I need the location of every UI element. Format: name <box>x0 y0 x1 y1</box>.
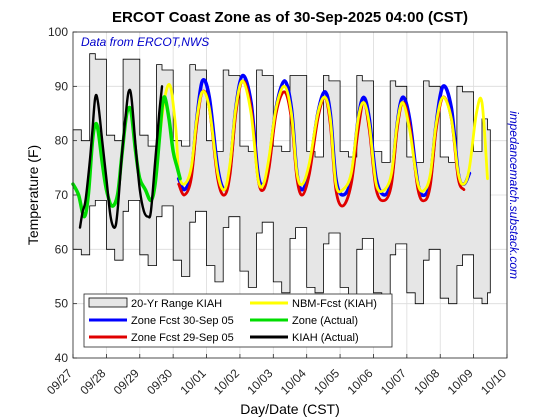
range-layer <box>72 53 491 305</box>
y-axis-label: Temperature (F) <box>25 145 41 245</box>
series-line-nbm-fcst <box>152 79 489 197</box>
y-tick-label: 70 <box>55 188 69 202</box>
y-tick-label: 80 <box>55 134 69 148</box>
chart-title: ERCOT Coast Zone as of 30-Sep-2025 04:00… <box>112 9 468 26</box>
x-axis-label: Day/Date (CST) <box>240 401 340 417</box>
y-axis: 40 50 60 70 80 90 100 <box>48 25 77 365</box>
legend: 20-Yr Range KIAH Zone Fcst 30-Sep 05 Zon… <box>83 293 393 348</box>
legend-label-zone-actual: Zone (Actual) <box>292 315 358 327</box>
series-line-kiah-actual <box>78 85 164 229</box>
data-source-annotation: Data from ERCOT,NWS <box>81 35 209 49</box>
legend-label-kiah-actual: KIAH (Actual) <box>292 332 359 344</box>
legend-box <box>83 293 393 348</box>
side-credit-text: impedancematch.substack.com <box>507 111 521 279</box>
range-band-kiah <box>72 53 491 305</box>
y-tick-label: 100 <box>48 25 68 39</box>
legend-label-zone-fcst-30: Zone Fcst 30-Sep 05 <box>131 315 234 327</box>
legend-label-zone-fcst-29: Zone Fcst 29-Sep 05 <box>131 332 234 344</box>
legend-swatch-range <box>88 297 128 308</box>
y-tick-label: 90 <box>55 79 69 93</box>
legend-label-range: 20-Yr Range KIAH <box>131 298 222 310</box>
y-tick-label: 40 <box>55 351 69 365</box>
legend-label-nbm: NBM-Fcst (KIAH) <box>292 298 377 310</box>
y-tick-label: 60 <box>55 242 69 256</box>
series-layer <box>71 73 489 229</box>
y-tick-label: 50 <box>55 297 69 311</box>
